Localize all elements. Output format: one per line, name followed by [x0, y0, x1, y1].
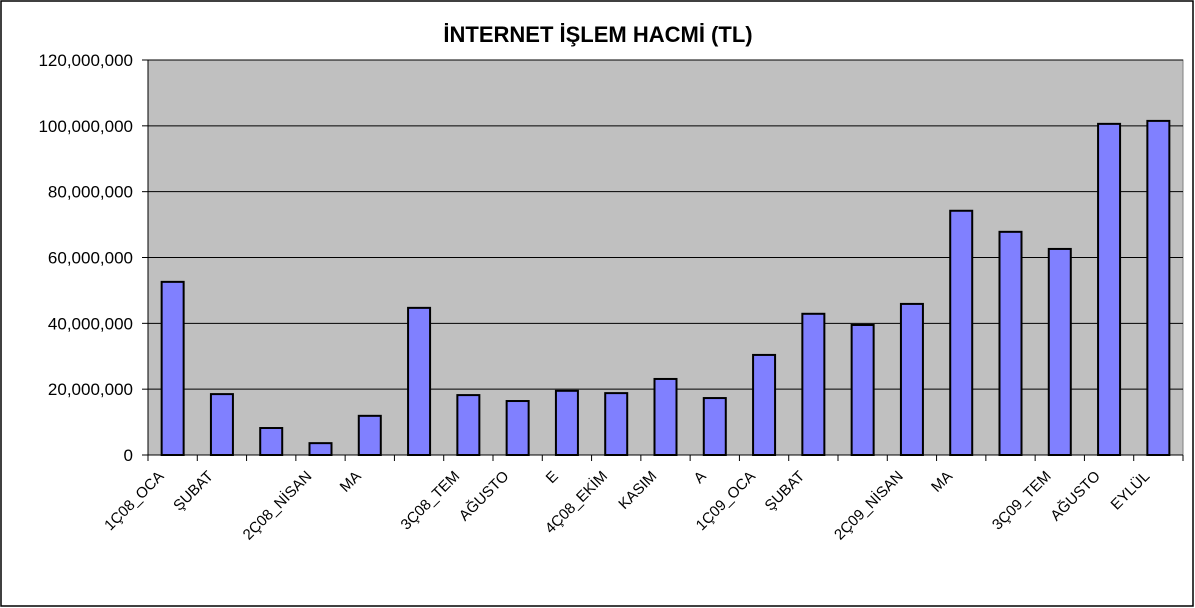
y-tick-label: 100,000,000 [38, 117, 133, 136]
bar [1146, 119, 1171, 456]
bar [702, 397, 727, 457]
bar [998, 230, 1023, 456]
y-tick-label: 20,000,000 [48, 380, 133, 399]
bar [554, 389, 579, 456]
y-tick-label: 80,000,000 [48, 183, 133, 202]
bar [1097, 122, 1122, 456]
bar [259, 427, 284, 456]
bar [308, 442, 333, 456]
bar [505, 400, 530, 456]
y-tick-label: 0 [124, 446, 133, 465]
bar [899, 302, 924, 456]
y-tick-label: 60,000,000 [48, 249, 133, 268]
bar [653, 377, 678, 456]
bar [160, 280, 185, 456]
bar [209, 393, 234, 456]
bar [357, 414, 382, 456]
bar [949, 209, 974, 456]
y-tick-label: 120,000,000 [38, 51, 133, 70]
bar [801, 312, 826, 456]
bar [1047, 247, 1072, 456]
bar [604, 392, 629, 457]
bar [407, 306, 432, 456]
bar [456, 394, 481, 457]
bar [752, 353, 777, 456]
y-tick-label: 40,000,000 [48, 314, 133, 333]
bar [850, 323, 875, 456]
chart-title: İNTERNET İŞLEM HACMİ (TL) [443, 22, 752, 47]
